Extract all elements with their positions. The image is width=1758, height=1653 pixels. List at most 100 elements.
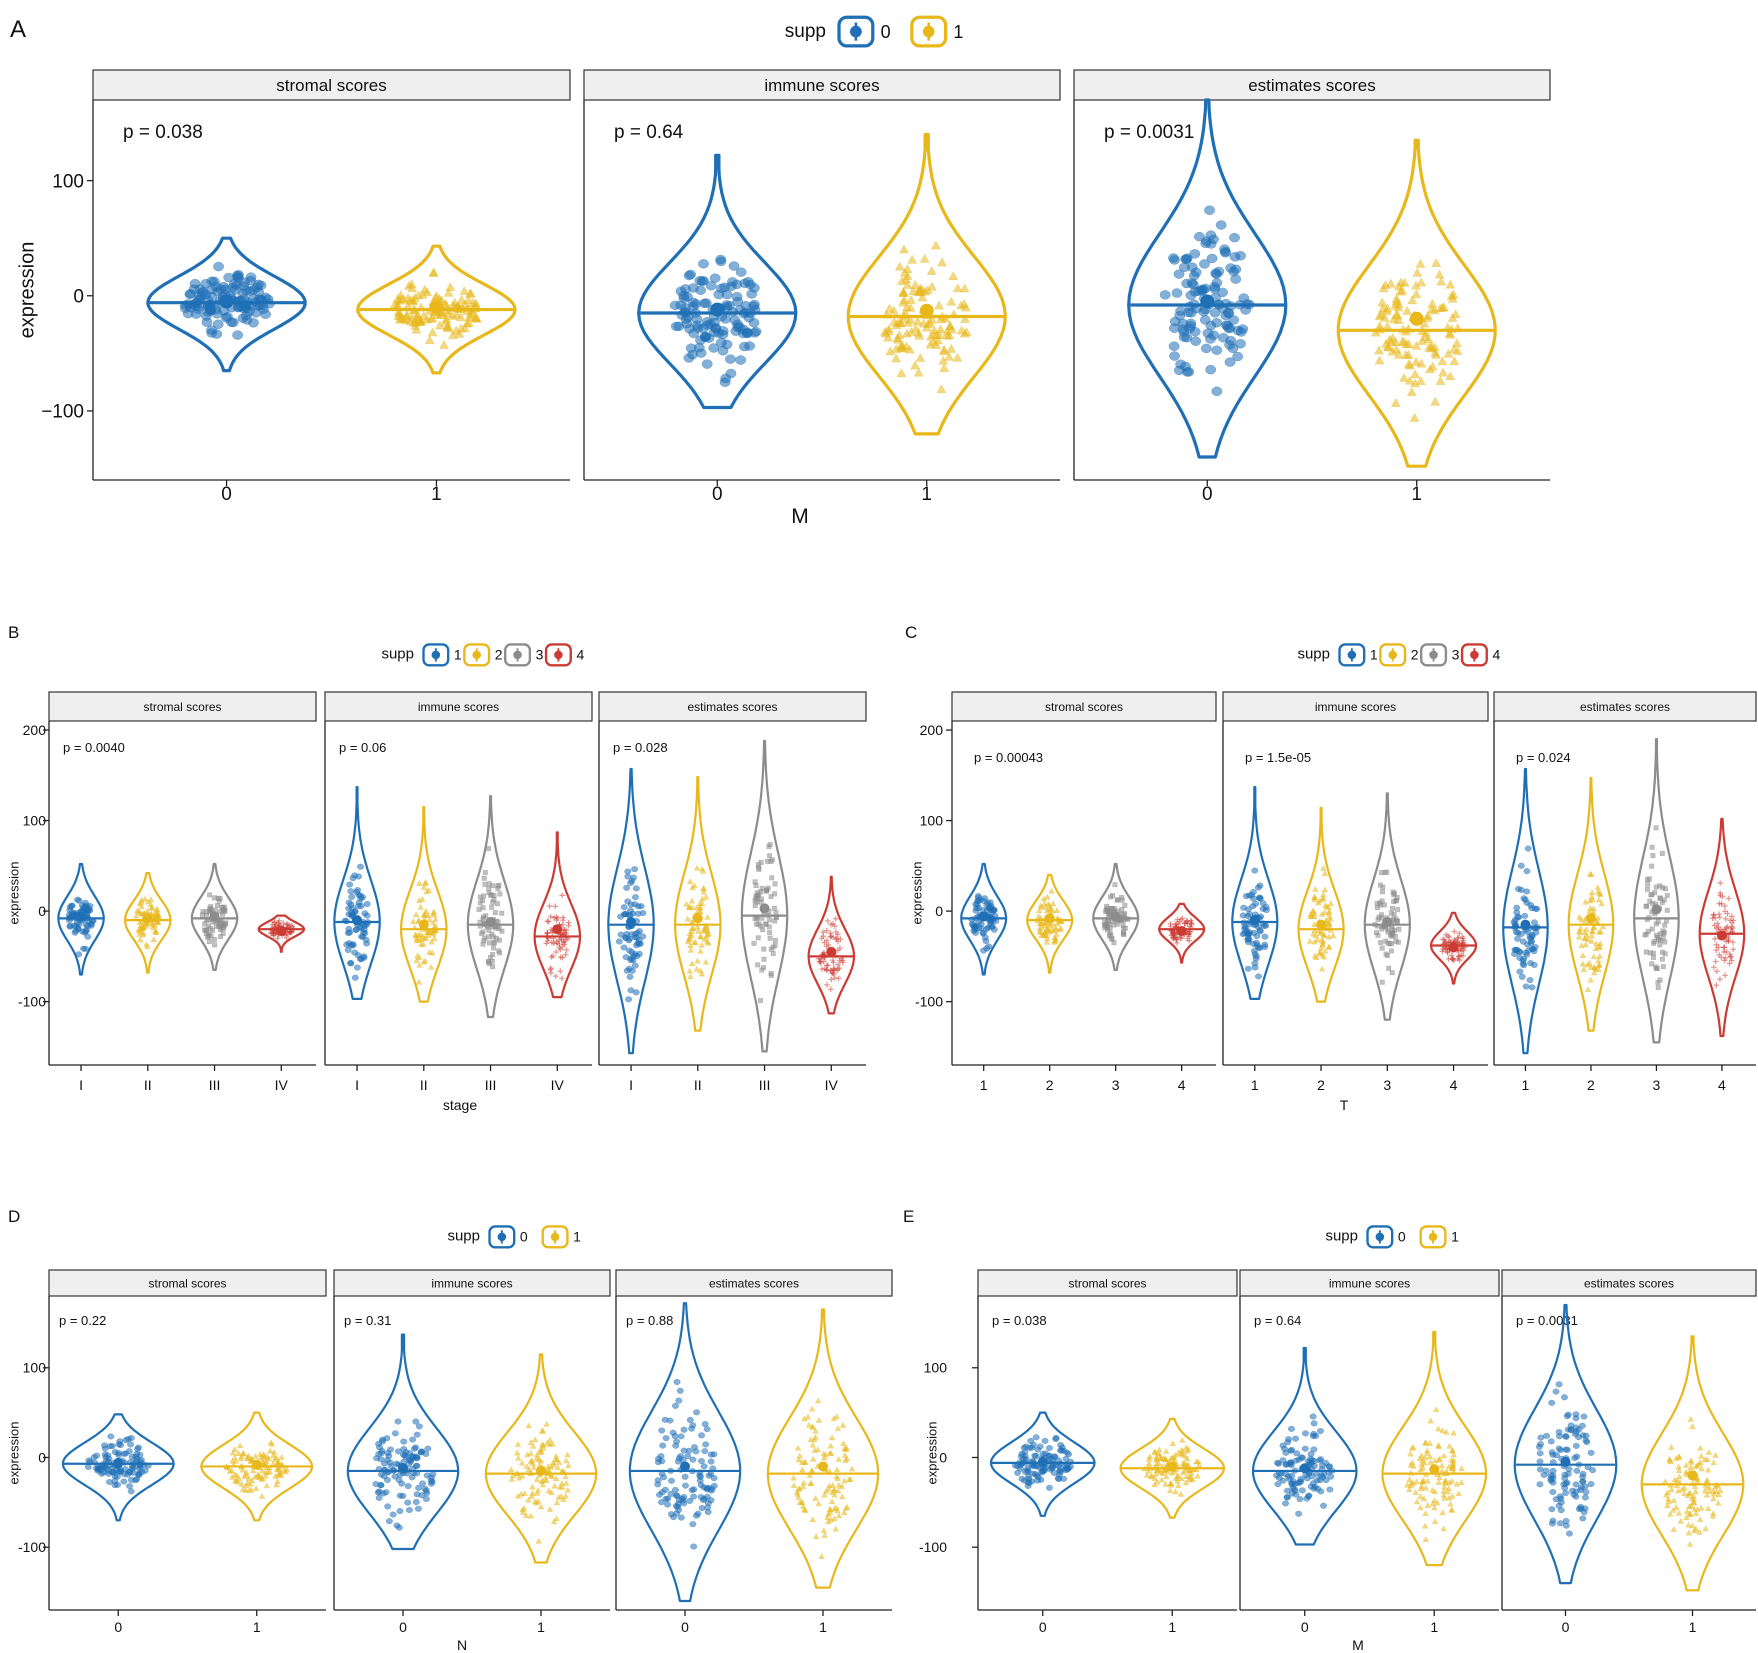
data-point (1391, 912, 1397, 918)
data-point (1385, 927, 1391, 933)
data-point (1024, 1482, 1032, 1489)
x-tick-label: 3 (1383, 1077, 1391, 1093)
data-point (693, 864, 701, 871)
data-point (698, 1432, 705, 1439)
data-point (127, 1441, 135, 1448)
data-point (1174, 916, 1181, 923)
data-point (1714, 968, 1720, 975)
data-point (280, 1467, 287, 1474)
x-tick-label: 1 (980, 1077, 988, 1093)
data-point (1418, 1460, 1425, 1467)
data-point (701, 359, 713, 369)
data-point (1662, 922, 1668, 928)
data-point (1696, 1516, 1704, 1522)
data-point (1448, 1506, 1455, 1513)
data-point (693, 1409, 701, 1416)
data-point (825, 1518, 832, 1525)
data-point (1411, 340, 1422, 350)
mean-marker (1651, 904, 1662, 915)
data-point (414, 1505, 422, 1512)
data-point (241, 285, 252, 296)
p-value-label: p = 0.028 (613, 740, 668, 755)
data-point (1317, 1456, 1325, 1463)
legend-key-2 (1379, 643, 1407, 667)
data-point (1423, 310, 1433, 320)
data-point (891, 320, 902, 330)
data-point (1687, 1511, 1694, 1518)
data-point (1524, 845, 1532, 852)
data-point (1330, 932, 1337, 939)
mean-marker (1687, 1470, 1698, 1481)
violin-group-1: 1 (200, 1411, 314, 1635)
data-point (1256, 927, 1264, 934)
data-point (258, 1492, 266, 1499)
data-point (1297, 1478, 1305, 1485)
data-point (557, 946, 564, 953)
data-point (1446, 934, 1453, 941)
data-point (427, 963, 435, 970)
data-point (1422, 1536, 1430, 1542)
data-point (699, 332, 711, 342)
data-point (1406, 387, 1417, 396)
data-point (1370, 327, 1381, 337)
data-point (487, 961, 493, 967)
x-axis-label: M (791, 505, 809, 528)
data-point (233, 270, 244, 280)
data-point (120, 1478, 128, 1485)
legend-label-0: 0 (1398, 1229, 1406, 1245)
data-point (688, 960, 696, 967)
facet-title: immune scores (1315, 700, 1396, 714)
data-point (841, 1509, 848, 1516)
violin-shape (1633, 738, 1680, 1044)
data-point (672, 1442, 680, 1449)
data-point (1320, 865, 1327, 871)
data-point (1655, 980, 1661, 985)
data-points (1662, 1415, 1724, 1547)
data-point (1438, 1462, 1446, 1469)
data-point (1293, 1450, 1301, 1457)
data-point (417, 903, 424, 910)
data-point (1412, 1489, 1419, 1495)
data-point (1420, 1495, 1428, 1502)
data-point (824, 962, 830, 969)
data-point (521, 1490, 528, 1496)
data-point (1547, 1472, 1555, 1479)
data-point (527, 1512, 535, 1519)
data-point (1661, 897, 1667, 903)
data-point (694, 275, 706, 286)
legend-key-dot (1429, 650, 1438, 660)
data-point (939, 363, 950, 373)
data-point (1188, 919, 1195, 925)
data-point (1051, 934, 1058, 941)
data-point (211, 937, 217, 943)
data-point (232, 1477, 239, 1484)
data-point (248, 1486, 255, 1493)
data-point (533, 1499, 540, 1506)
facet-strip (583, 69, 1061, 101)
data-point (1028, 1478, 1036, 1485)
data-point (1055, 1475, 1063, 1483)
data-point (220, 931, 226, 937)
data-point (1691, 1527, 1698, 1534)
facet-title: stromal scores (1045, 700, 1123, 714)
facet-strip (48, 691, 317, 722)
violin-shape (960, 862, 1008, 976)
data-point (976, 896, 984, 903)
data-point (843, 1455, 851, 1462)
data-point (960, 313, 970, 323)
data-point (1450, 1429, 1457, 1436)
violin-group-1: 1 (1231, 786, 1279, 1093)
y-tick-label: 100 (52, 171, 84, 192)
data-point (902, 279, 913, 289)
data-point (480, 916, 486, 922)
data-point (404, 1499, 412, 1506)
data-point (1112, 882, 1118, 888)
violin-group-1: 1 (846, 132, 1007, 505)
data-point (961, 327, 972, 337)
data-point (415, 936, 423, 943)
data-point (1401, 339, 1412, 349)
data-point (1052, 924, 1059, 930)
data-point (1675, 1463, 1682, 1470)
mean-marker (1044, 913, 1055, 924)
